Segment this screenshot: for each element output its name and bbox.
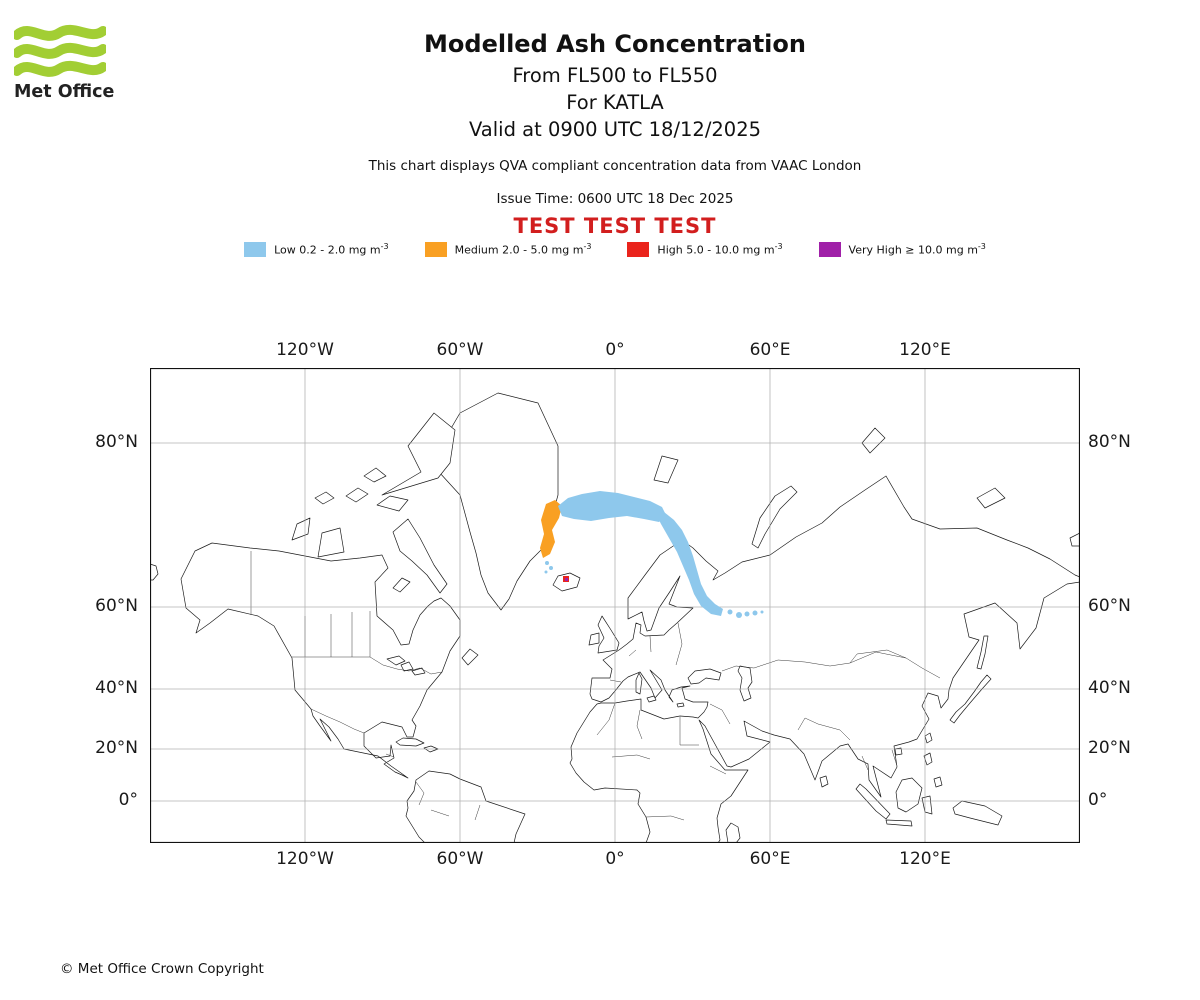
plume-dot-low [545, 561, 549, 565]
legend-label-low: Low 0.2 - 2.0 mg m-3 [274, 242, 389, 257]
legend-swatch-high [627, 242, 650, 257]
legend-item-low: Low 0.2 - 2.0 mg m-3 [244, 242, 389, 257]
y-tick-right: 80°N [1088, 432, 1131, 452]
legend-swatch-medium [424, 242, 447, 257]
page-title: Modelled Ash Concentration [424, 30, 806, 58]
map-frame [150, 368, 1080, 843]
y-tick-right: 60°N [1088, 596, 1131, 616]
y-tick-left: 80°N [95, 432, 138, 452]
plume-dot-low [544, 570, 548, 574]
y-tick-left: 20°N [95, 738, 138, 758]
plume-dot-low [549, 566, 553, 570]
path-greenland [428, 392, 559, 611]
x-tick-bottom: 120°W [276, 849, 334, 869]
volcano-line: For KATLA [566, 91, 664, 114]
copyright: © Met Office Crown Copyright [60, 961, 264, 977]
x-tick-bottom: 60°W [436, 849, 484, 869]
y-tick-left: 0° [118, 790, 138, 810]
legend-swatch-low [244, 242, 267, 257]
world-map [150, 368, 1080, 843]
plume-medium [540, 500, 562, 558]
flight-level-line: From FL500 to FL550 [512, 64, 718, 87]
plume-dot-low [727, 609, 733, 615]
legend-item-medium: Medium 2.0 - 5.0 mg m-3 [424, 242, 592, 257]
y-tick-right: 40°N [1088, 678, 1131, 698]
path-islands [150, 412, 1080, 843]
x-tick-top: 120°E [899, 340, 951, 360]
plume-dot-low [752, 610, 758, 616]
met-office-logo-text: Met Office [14, 82, 115, 102]
y-tick-right: 20°N [1088, 738, 1131, 758]
x-tick-top: 0° [605, 340, 625, 360]
x-tick-bottom: 0° [605, 849, 625, 869]
path-afro-eurasia [569, 475, 1080, 843]
plume-dot-low [736, 612, 742, 618]
test-banner: TEST TEST TEST [513, 214, 717, 238]
met-office-logo-waves [14, 24, 106, 77]
y-tick-left: 60°N [95, 596, 138, 616]
legend: Low 0.2 - 2.0 mg m-3 Medium 2.0 - 5.0 mg… [15, 242, 1200, 257]
legend-label-medium: Medium 2.0 - 5.0 mg m-3 [454, 242, 592, 257]
y-tick-right: 0° [1088, 790, 1108, 810]
path-borders [250, 551, 941, 821]
grid-lines [150, 368, 1080, 843]
x-tick-top: 120°W [276, 340, 334, 360]
x-tick-top: 60°E [749, 340, 791, 360]
x-tick-bottom: 120°E [899, 849, 951, 869]
plume-low [657, 512, 723, 616]
qva-description: This chart displays QVA compliant concen… [368, 158, 862, 174]
legend-label-high: High 5.0 - 10.0 mg m-3 [657, 242, 783, 257]
legend-item-very-high: Very High ≥ 10.0 mg m-3 [818, 242, 986, 257]
map-area [150, 368, 1080, 843]
ash-plume-layer [540, 491, 764, 618]
plume-dot-low [744, 611, 750, 617]
path-south-america [405, 770, 526, 843]
y-tick-left: 40°N [95, 678, 138, 698]
legend-label-very-high: Very High ≥ 10.0 mg m-3 [848, 242, 986, 257]
x-tick-bottom: 60°E [749, 849, 791, 869]
plume-low [558, 491, 666, 522]
path-lakes [386, 655, 753, 702]
plume-dot-low [760, 610, 764, 614]
valid-time-line: Valid at 0900 UTC 18/12/2025 [468, 118, 762, 141]
legend-item-high: High 5.0 - 10.0 mg m-3 [627, 242, 783, 257]
legend-swatch-very-high [818, 242, 841, 257]
issue-time: Issue Time: 0600 UTC 18 Dec 2025 [496, 191, 734, 207]
x-tick-top: 60°W [436, 340, 484, 360]
met-office-logo: Met Office [14, 22, 124, 102]
source-cell-very_high [565, 578, 568, 581]
